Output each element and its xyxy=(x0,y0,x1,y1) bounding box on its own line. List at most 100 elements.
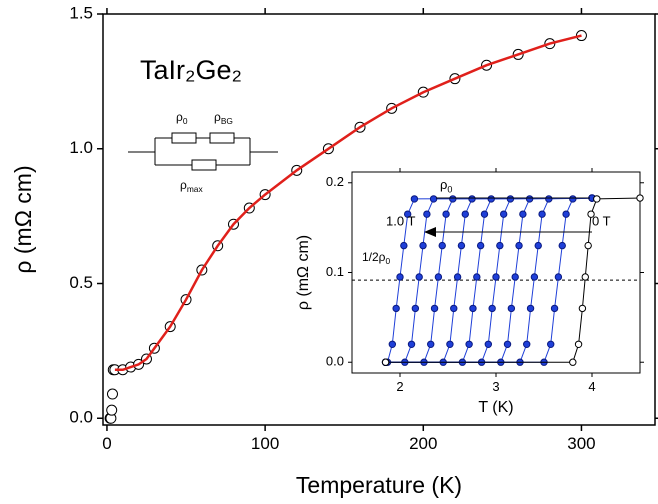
data-point xyxy=(587,210,595,218)
data-point xyxy=(473,273,481,281)
data-point xyxy=(523,340,531,348)
data-point xyxy=(461,210,469,218)
data-point xyxy=(593,195,601,203)
label-sub: 0 xyxy=(447,185,452,195)
x-tick-label: 4 xyxy=(588,379,595,394)
data-point xyxy=(411,304,420,313)
data-point xyxy=(381,358,390,366)
resistor xyxy=(209,132,235,144)
data-point xyxy=(569,358,577,366)
data-point xyxy=(465,340,473,348)
data-point xyxy=(423,210,431,218)
label-sub: BG xyxy=(221,116,233,126)
y-tick-label: 0.2 xyxy=(326,174,344,189)
data-point xyxy=(106,404,118,416)
x-tick-label: 0 xyxy=(102,434,111,453)
y-axis-label: ρ (mΩ cm) xyxy=(10,165,36,273)
circuit xyxy=(128,132,278,171)
data-point xyxy=(449,195,457,203)
data-point xyxy=(484,340,493,348)
series-line xyxy=(114,34,582,372)
data-point xyxy=(106,388,118,400)
data-point xyxy=(581,273,589,281)
y-tick-label: 0.0 xyxy=(326,354,344,369)
label-base: 1/2ρ xyxy=(362,250,386,264)
y-tick-label: 0.5 xyxy=(69,273,93,292)
data-point xyxy=(492,273,500,281)
data-point xyxy=(392,304,400,313)
data-point xyxy=(525,195,534,203)
y-axis-label: ρ (mΩ cm) xyxy=(295,235,312,310)
label-base: ρ xyxy=(214,110,221,124)
data-point xyxy=(442,210,450,218)
data-point xyxy=(450,304,458,313)
x-tick-label: 100 xyxy=(251,434,279,453)
data-point xyxy=(511,273,519,281)
y-tick-label: 1.0 xyxy=(69,138,93,157)
data-point xyxy=(388,340,397,348)
data-point xyxy=(403,210,412,218)
resistor xyxy=(171,132,197,144)
data-point xyxy=(499,210,508,218)
label: ρmax xyxy=(180,178,203,194)
label: 1/2ρ0 xyxy=(362,250,391,266)
label-sub: max xyxy=(187,184,204,194)
data-point xyxy=(410,195,419,203)
data-point xyxy=(506,195,515,203)
data-point xyxy=(507,304,516,313)
data-point xyxy=(427,340,435,348)
data-point xyxy=(446,340,454,348)
data-point xyxy=(469,304,477,313)
x-tick-label: 2 xyxy=(396,379,403,394)
x-tick-label: 200 xyxy=(409,434,437,453)
data-point xyxy=(503,340,512,348)
data-point xyxy=(526,304,535,313)
x-axis-label: T (K) xyxy=(478,399,513,416)
data-point xyxy=(407,340,416,348)
data-point xyxy=(530,273,539,281)
x-tick-label: 300 xyxy=(567,434,595,453)
formula: TaIr₂Ge₂ xyxy=(140,55,242,85)
data-point xyxy=(584,241,592,250)
y-tick-label: 0.0 xyxy=(69,408,93,427)
field-high: 1.0 T xyxy=(386,213,415,228)
data-point xyxy=(430,304,439,313)
data-point xyxy=(550,304,559,313)
field-zero: 0 T xyxy=(592,213,611,228)
label: ρ0 xyxy=(440,177,452,195)
data-point xyxy=(562,210,570,218)
plot-frame xyxy=(351,171,641,374)
y-tick-label: 0.1 xyxy=(326,264,344,279)
data-point xyxy=(419,241,427,250)
data-point xyxy=(453,273,462,281)
x-tick-label: 3 xyxy=(492,379,499,394)
label-base: ρ xyxy=(440,177,447,192)
data-point xyxy=(434,273,443,281)
label: ρ0 xyxy=(176,110,188,126)
resistor xyxy=(191,159,217,171)
label-sub: 0 xyxy=(386,256,391,266)
data-point xyxy=(487,195,495,203)
label-sub: 0 xyxy=(183,116,188,126)
data-point xyxy=(468,195,476,203)
data-point xyxy=(578,304,587,313)
data-point xyxy=(488,304,496,313)
plot-frame xyxy=(102,13,656,426)
y-tick-label: 1.5 xyxy=(69,3,93,22)
data-point xyxy=(547,340,555,348)
x-axis-label: Temperature (K) xyxy=(296,472,462,498)
data-point xyxy=(534,241,542,250)
data-point xyxy=(480,210,489,218)
data-point xyxy=(636,194,644,202)
data-point xyxy=(457,241,466,250)
data-point xyxy=(515,241,523,250)
data-point xyxy=(415,273,423,281)
data-point xyxy=(538,210,546,218)
label: ρBG xyxy=(214,110,233,126)
data-point xyxy=(545,195,553,203)
data-point xyxy=(554,273,563,281)
data-point xyxy=(496,241,504,250)
data-point xyxy=(476,241,485,250)
